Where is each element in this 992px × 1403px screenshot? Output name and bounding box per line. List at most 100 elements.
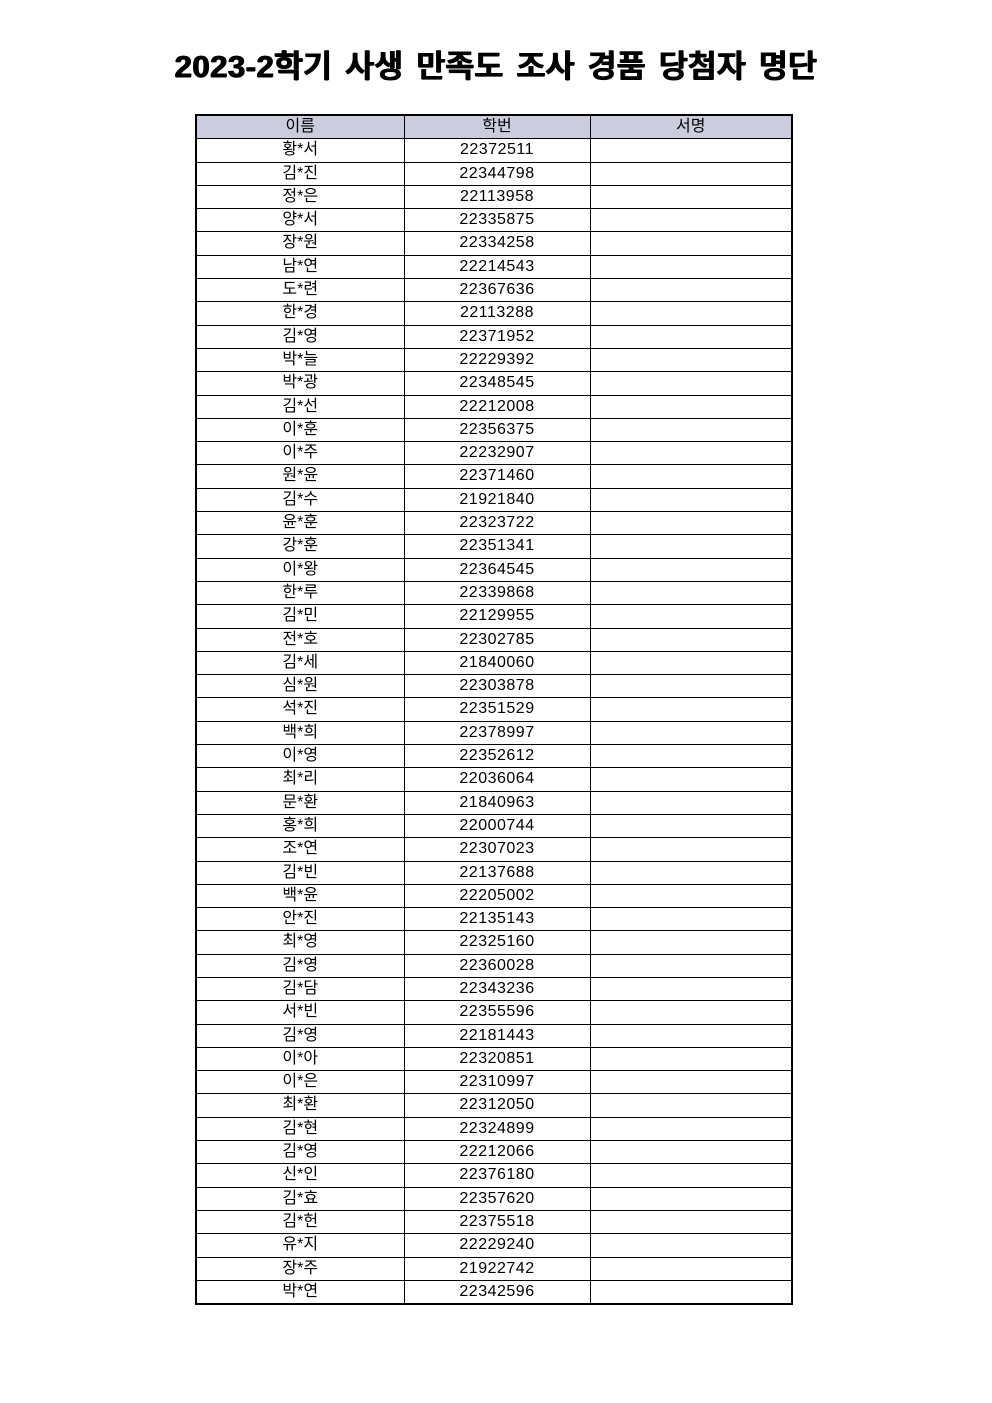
- name-cell: 박*늘: [195, 347, 405, 373]
- table-row: 김*영 22212066: [195, 1140, 793, 1165]
- signature-cell: [589, 860, 793, 885]
- name-cell: 김*수: [195, 487, 405, 513]
- signature-cell: [589, 1256, 793, 1281]
- student-id-cell: 22376180: [403, 1163, 591, 1188]
- student-id-cell: 22371952: [403, 324, 591, 349]
- signature-cell: [589, 1140, 793, 1165]
- signature-cell: [589, 138, 793, 163]
- signature-cell: [589, 837, 793, 862]
- signature-cell: [589, 720, 793, 746]
- name-cell: 이*주: [195, 441, 405, 466]
- table-row: 조*연 22307023: [195, 837, 793, 862]
- signature-cell: [589, 557, 793, 582]
- table-row: 양*서 22335875: [195, 208, 793, 233]
- name-cell: 심*원: [195, 674, 405, 699]
- name-cell: 김*선: [195, 394, 405, 419]
- student-id-cell: 22232907: [403, 441, 591, 466]
- name-cell: 신*인: [195, 1163, 405, 1188]
- signature-cell: [589, 1046, 793, 1072]
- signature-cell: [589, 534, 793, 559]
- signature-cell: [589, 417, 793, 443]
- table-row: 이*영 22352612: [195, 744, 793, 769]
- signature-cell: [589, 1000, 793, 1025]
- signature-cell: [589, 790, 793, 815]
- student-id-cell: 22323722: [403, 511, 591, 536]
- name-cell: 김*민: [195, 604, 405, 629]
- student-id-cell: 21840060: [403, 650, 591, 676]
- student-id-cell: 22348545: [403, 371, 591, 396]
- name-cell: 이*은: [195, 1070, 405, 1095]
- student-id-cell: 22212066: [403, 1140, 591, 1165]
- name-cell: 김*현: [195, 1116, 405, 1142]
- signature-cell: [589, 511, 793, 536]
- name-cell: 서*빈: [195, 1000, 405, 1025]
- table-row: 황*서 22372511: [195, 138, 793, 163]
- table-row: 전*호 22302785: [195, 627, 793, 652]
- student-id-cell: 22367636: [403, 278, 591, 303]
- name-cell: 김*헌: [195, 1209, 405, 1235]
- name-cell: 정*은: [195, 184, 405, 210]
- student-id-cell: 22343236: [403, 976, 591, 1002]
- student-id-cell: 22205002: [403, 883, 591, 909]
- student-id-cell: 22378997: [403, 720, 591, 746]
- column-header-student-id: 학번: [403, 114, 591, 140]
- name-cell: 김*진: [195, 161, 405, 186]
- signature-cell: [589, 464, 793, 489]
- signature-cell: [589, 1093, 793, 1118]
- name-cell: 이*영: [195, 744, 405, 769]
- table-row: 최*환 22312050: [195, 1093, 793, 1118]
- name-cell: 장*원: [195, 231, 405, 256]
- table-row: 김*효 22357620: [195, 1186, 793, 1211]
- name-cell: 남*연: [195, 254, 405, 280]
- winners-table: 이름 학번 서명 황*서 22372511 김*진 22344798 정*은 221139…: [195, 114, 793, 1306]
- name-cell: 조*연: [195, 837, 405, 862]
- name-cell: 윤*훈: [195, 511, 405, 536]
- name-cell: 석*진: [195, 697, 405, 722]
- table-row: 박*늘 22229392: [195, 347, 793, 373]
- signature-cell: [589, 487, 793, 513]
- signature-cell: [589, 161, 793, 186]
- name-cell: 이*왕: [195, 557, 405, 582]
- student-id-cell: 22324899: [403, 1116, 591, 1142]
- signature-cell: [589, 1116, 793, 1142]
- student-id-cell: 21922742: [403, 1256, 591, 1281]
- student-id-cell: 21840963: [403, 790, 591, 815]
- signature-cell: [589, 580, 793, 606]
- table-row: 서*빈 22355596: [195, 1000, 793, 1025]
- name-cell: 김*영: [195, 1023, 405, 1048]
- student-id-cell: 22307023: [403, 837, 591, 862]
- name-cell: 원*윤: [195, 464, 405, 489]
- name-cell: 최*영: [195, 930, 405, 955]
- signature-cell: [589, 674, 793, 699]
- student-id-cell: 22334258: [403, 231, 591, 256]
- table-row: 신*인 22376180: [195, 1163, 793, 1188]
- name-cell: 백*윤: [195, 883, 405, 909]
- student-id-cell: 22352612: [403, 744, 591, 769]
- table-row: 석*진 22351529: [195, 697, 793, 722]
- signature-cell: [589, 953, 793, 978]
- name-cell: 홍*희: [195, 813, 405, 839]
- name-cell: 박*광: [195, 371, 405, 396]
- name-cell: 문*환: [195, 790, 405, 815]
- student-id-cell: 22342596: [403, 1279, 591, 1305]
- signature-cell: [589, 744, 793, 769]
- table-row: 이*은 22310997: [195, 1070, 793, 1095]
- name-cell: 안*진: [195, 907, 405, 932]
- signature-cell: [589, 1233, 793, 1258]
- student-id-cell: 22214543: [403, 254, 591, 280]
- student-id-cell: 22036064: [403, 767, 591, 792]
- student-id-cell: 22113958: [403, 184, 591, 210]
- table-row: 도*련 22367636: [195, 278, 793, 303]
- signature-cell: [589, 371, 793, 396]
- table-row: 김*민 22129955: [195, 604, 793, 629]
- signature-cell: [589, 394, 793, 419]
- name-cell: 한*경: [195, 301, 405, 326]
- column-header-signature: 서명: [589, 114, 793, 140]
- signature-cell: [589, 208, 793, 233]
- student-id-cell: 22339868: [403, 580, 591, 606]
- table-row: 김*담 22343236: [195, 976, 793, 1002]
- name-cell: 김*영: [195, 324, 405, 349]
- student-id-cell: 22360028: [403, 953, 591, 978]
- signature-cell: [589, 813, 793, 839]
- signature-cell: [589, 1070, 793, 1095]
